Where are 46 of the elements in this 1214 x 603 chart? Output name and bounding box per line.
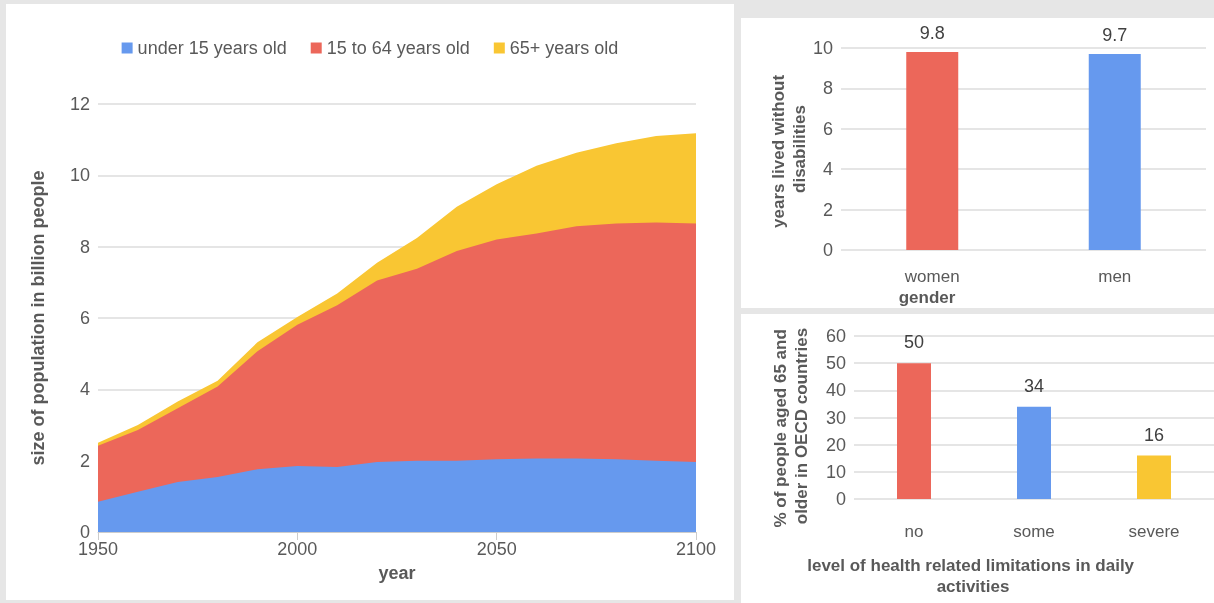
y-tick-label: 2	[822, 199, 833, 220]
y-tick-label: 50	[825, 353, 846, 374]
data-label: 34	[1023, 375, 1045, 396]
x-tick-label: 2000	[277, 539, 318, 559]
data-label: 9.7	[1102, 25, 1128, 46]
legend-label: 15 to 64 years old	[326, 38, 470, 58]
y-tick-label: 20	[825, 434, 846, 455]
y-tick-label: 10	[812, 38, 833, 58]
y-tick-label: 0	[822, 240, 833, 260]
y-tick-label: 4	[79, 379, 90, 400]
x-axis-title: year	[378, 562, 416, 583]
y-axis-title: years lived without disabilities	[769, 70, 809, 228]
x-axis-title: gender	[898, 287, 956, 307]
x-tick-label: severe	[1128, 522, 1180, 541]
x-tick-label: 1950	[77, 539, 119, 559]
y-tick-label: 40	[825, 380, 846, 401]
y-tick-label: 10	[825, 461, 846, 482]
y-tick-label: 6	[79, 308, 90, 328]
bar	[1017, 406, 1051, 499]
x-tick-label: men	[1098, 267, 1132, 286]
x-tick-label: women	[903, 267, 960, 286]
data-label: 9.8	[919, 23, 945, 44]
y-axis-title: size of population in billion people	[28, 170, 48, 466]
x-tick-label: 2100	[675, 539, 717, 559]
y-tick-label: 60	[825, 326, 846, 346]
legend-label: 65+ years old	[509, 38, 619, 58]
data-label: 50	[903, 332, 925, 353]
y-tick-label: 12	[69, 94, 90, 114]
y-tick-label: 0	[79, 522, 90, 542]
x-tick-label: no	[904, 522, 924, 541]
legend-label: under 15 years old	[137, 38, 287, 58]
y-tick-label: 6	[822, 118, 833, 139]
x-tick-label: 2050	[476, 539, 517, 559]
data-label: 16	[1143, 424, 1165, 445]
y-tick-label: 8	[822, 78, 833, 99]
x-axis-title: level of health related limitations in daily activities	[807, 556, 1139, 596]
bar	[1137, 455, 1171, 499]
y-tick-label: 2	[79, 450, 90, 471]
y-tick-label: 30	[825, 407, 846, 428]
bar	[897, 363, 931, 499]
y-tick-label: 0	[835, 489, 846, 509]
y-tick-label: 8	[79, 236, 90, 257]
y-axis-title: % of people aged 65 and older in OECD countries	[771, 324, 811, 528]
y-tick-label: 4	[822, 159, 833, 180]
x-tick-label: some	[1013, 522, 1055, 541]
y-tick-label: 10	[69, 165, 90, 186]
